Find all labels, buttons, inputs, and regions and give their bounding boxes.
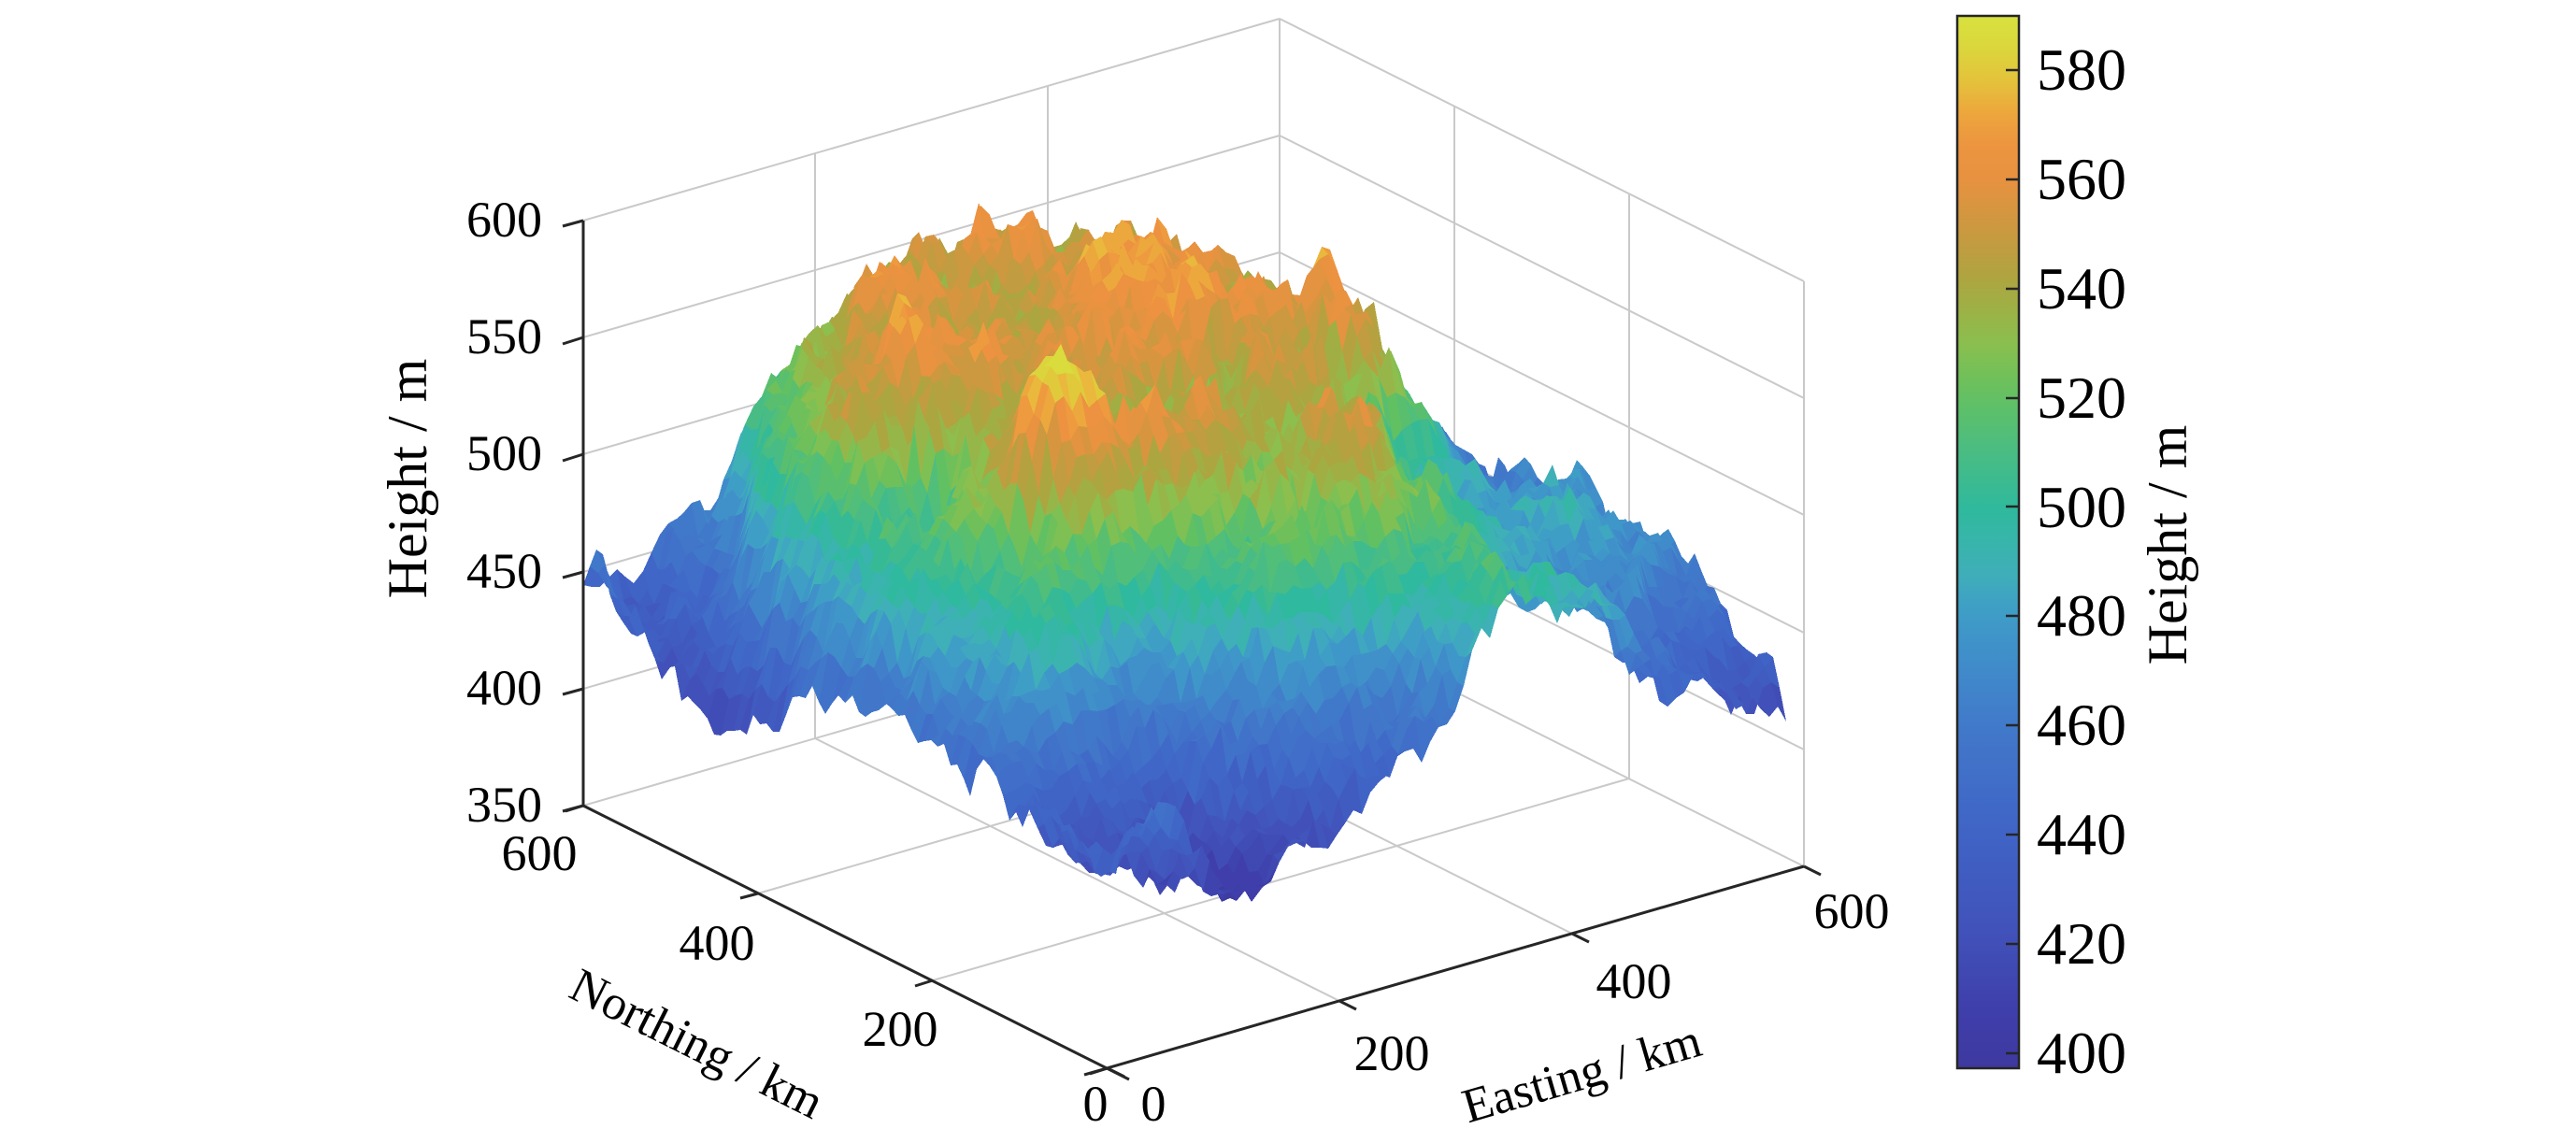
svg-text:420: 420 [2037, 910, 2126, 977]
svg-text:500: 500 [2037, 474, 2126, 540]
svg-text:0: 0 [1141, 1076, 1166, 1132]
svg-text:580: 580 [2037, 36, 2126, 103]
svg-text:0: 0 [1083, 1076, 1109, 1132]
svg-text:500: 500 [466, 425, 542, 481]
svg-text:450: 450 [466, 543, 542, 599]
svg-text:200: 200 [1354, 1025, 1430, 1081]
svg-text:550: 550 [466, 308, 542, 364]
svg-text:460: 460 [2037, 692, 2126, 758]
svg-text:200: 200 [863, 1001, 938, 1057]
svg-text:400: 400 [680, 915, 755, 971]
svg-text:350: 350 [466, 777, 542, 833]
svg-text:440: 440 [2037, 801, 2126, 867]
svg-text:Height / m: Height / m [2137, 425, 2198, 665]
svg-text:480: 480 [2037, 582, 2126, 649]
svg-text:560: 560 [2037, 146, 2126, 212]
svg-text:520: 520 [2037, 364, 2126, 431]
svg-text:600: 600 [466, 192, 542, 248]
svg-text:400: 400 [1596, 953, 1672, 1009]
svg-text:600: 600 [1814, 883, 1890, 939]
svg-text:540: 540 [2037, 255, 2126, 321]
svg-text:Height / m: Height / m [377, 359, 438, 599]
svg-text:400: 400 [2037, 1020, 2126, 1086]
svg-text:600: 600 [502, 825, 578, 881]
svg-text:400: 400 [466, 660, 542, 716]
